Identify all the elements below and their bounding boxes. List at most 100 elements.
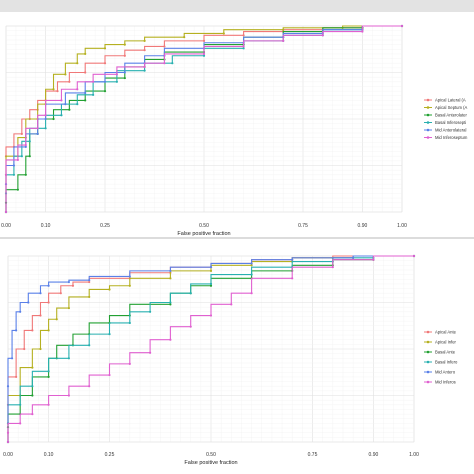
data-point [108, 288, 111, 291]
data-point [209, 314, 213, 317]
data-point [24, 173, 27, 176]
legend-label: Apical Ante [435, 330, 457, 335]
data-point [36, 127, 39, 130]
data-point [250, 262, 253, 265]
series-line-6 [5, 25, 402, 212]
legend-marker [426, 98, 430, 102]
legend-label: Apical Septum (A [435, 105, 468, 110]
data-point [149, 310, 152, 313]
data-point [31, 394, 34, 397]
x-tick-label: 0.10 [44, 452, 54, 458]
data-point [15, 375, 18, 378]
x-tick-label: 0.75 [308, 452, 318, 458]
legend-marker [426, 360, 430, 364]
data-point [88, 385, 91, 388]
data-point [143, 49, 146, 52]
data-point [92, 93, 95, 96]
data-point [68, 80, 71, 83]
data-point [27, 301, 30, 304]
legend-label: Mid Anterolateral [435, 128, 466, 133]
data-point [108, 333, 111, 336]
data-point [242, 34, 245, 37]
data-point [321, 34, 324, 37]
data-point [128, 284, 131, 287]
data-point [163, 62, 166, 65]
data-point [128, 321, 131, 325]
data-point [169, 301, 172, 304]
data-point [291, 277, 294, 280]
data-point [209, 266, 213, 269]
data-point [4, 210, 8, 214]
data-point [88, 279, 91, 282]
data-point [282, 28, 285, 31]
x-tick-label: 0.00 [1, 223, 11, 229]
data-point [16, 188, 19, 191]
data-point [209, 269, 213, 272]
x-tick-label: 0.90 [369, 452, 379, 458]
x-axis-label: False positive fraction [184, 460, 237, 466]
data-point [189, 325, 192, 328]
data-point [4, 173, 8, 176]
legend-marker [426, 113, 430, 117]
data-point [84, 91, 87, 95]
data-point [230, 303, 233, 306]
data-point [31, 385, 34, 388]
data-point [39, 347, 42, 351]
data-point [331, 266, 334, 269]
data-point [169, 269, 172, 272]
x-tick-label: 0.00 [3, 452, 13, 458]
data-point [202, 52, 206, 56]
data-point [163, 45, 166, 48]
x-tick-label: 1.00 [397, 223, 407, 229]
legend-marker [426, 128, 430, 132]
data-point [19, 310, 22, 313]
legend-marker [426, 106, 430, 109]
data-point [115, 80, 118, 83]
x-tick-label: 0.50 [199, 223, 209, 229]
data-point [291, 258, 294, 261]
data-point [15, 329, 18, 332]
series-line-1 [5, 25, 402, 212]
data-point [76, 103, 79, 106]
data-point [250, 273, 253, 276]
data-point [103, 90, 107, 93]
legend-label: Basal Anterolater [435, 113, 467, 118]
legend-marker [426, 136, 430, 139]
data-point [412, 254, 416, 258]
data-point [189, 292, 192, 295]
data-point [149, 351, 152, 354]
data-point [47, 403, 50, 406]
data-point [64, 73, 67, 76]
data-point [60, 114, 63, 117]
legend-label: Apical Infer [435, 340, 457, 345]
data-point [44, 127, 47, 130]
data-point [28, 155, 31, 158]
data-point [6, 385, 10, 388]
data-point [103, 47, 107, 50]
data-point [20, 155, 23, 158]
x-tick-label: 0.25 [105, 452, 115, 458]
data-point [128, 362, 131, 365]
data-point [143, 39, 146, 42]
data-point [24, 145, 27, 148]
panel-divider [0, 237, 474, 239]
data-point [24, 143, 27, 147]
legend-label: Mid Inferoseptum [435, 135, 468, 140]
data-point [169, 303, 172, 306]
x-tick-label: 1.00 [409, 452, 419, 458]
data-point [76, 88, 79, 91]
data-point [103, 80, 107, 83]
legend-label: Basal Ante [435, 350, 456, 355]
data-point [250, 264, 253, 267]
data-point [84, 52, 87, 56]
data-point [67, 394, 70, 397]
data-point [67, 306, 70, 310]
data-point [88, 280, 91, 284]
data-point [20, 132, 23, 135]
data-point [12, 173, 16, 176]
data-point [115, 73, 118, 76]
data-point [123, 76, 126, 80]
data-point [67, 280, 70, 284]
data-point [47, 284, 50, 287]
data-point [23, 347, 26, 351]
